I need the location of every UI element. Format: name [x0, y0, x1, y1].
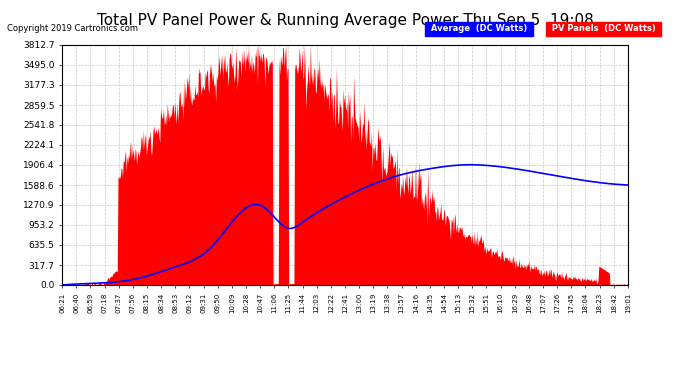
Text: Copyright 2019 Cartronics.com: Copyright 2019 Cartronics.com [7, 24, 138, 33]
Text: PV Panels  (DC Watts): PV Panels (DC Watts) [549, 24, 658, 33]
Text: Total PV Panel Power & Running Average Power Thu Sep 5  19:08: Total PV Panel Power & Running Average P… [97, 13, 593, 28]
Text: Average  (DC Watts): Average (DC Watts) [428, 24, 530, 33]
